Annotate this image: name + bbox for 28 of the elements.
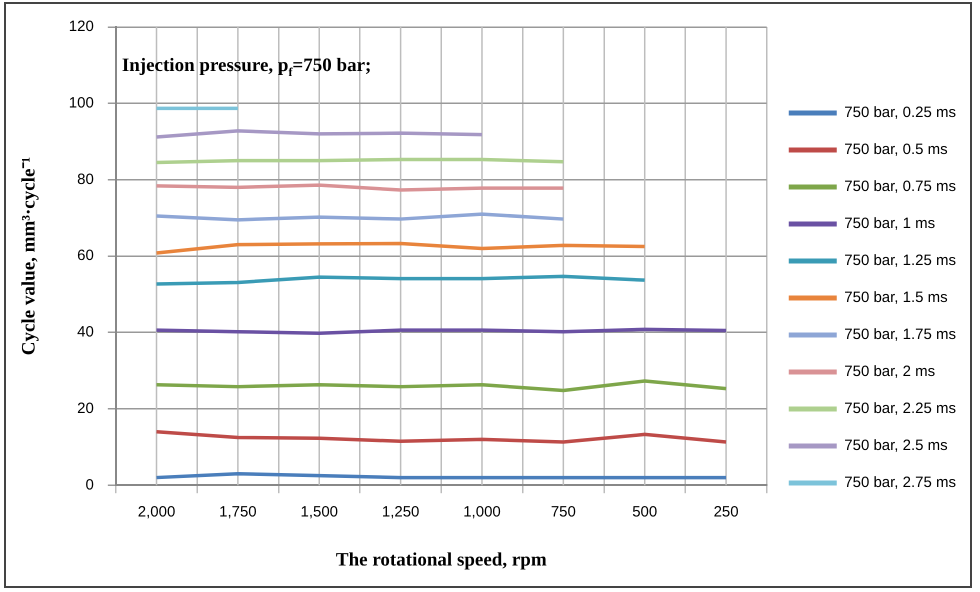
- legend-label: 750 bar, 1.75 ms: [844, 326, 956, 344]
- y-tick-label: 40: [77, 324, 94, 341]
- legend-label: 750 bar, 1.5 ms: [844, 289, 948, 306]
- legend-label: 750 bar, 0.5 ms: [844, 141, 948, 158]
- y-tick-label: 0: [85, 476, 94, 494]
- legend-label: 750 bar, 2.25 ms: [844, 400, 956, 418]
- y-tick-label: 60: [77, 247, 94, 264]
- legend-label: 750 bar, 2 ms: [844, 363, 936, 380]
- legend-label: 750 bar, 1.25 ms: [844, 252, 956, 270]
- x-tick-label: 1,250: [382, 503, 420, 520]
- x-tick-label: 2,000: [138, 503, 176, 520]
- x-tick-label: 500: [632, 503, 658, 520]
- y-axis-title: Cycle value, mm³·cycle⁻¹: [18, 156, 40, 356]
- legend-label: 750 bar, 0.25 ms: [844, 104, 956, 122]
- x-tick-label: 1,000: [463, 503, 501, 520]
- x-axis-title: The rotational speed, rpm: [336, 550, 547, 571]
- legend-label: 750 bar, 1 ms: [844, 215, 936, 232]
- y-tick-label: 120: [68, 18, 94, 36]
- y-tick-label: 100: [68, 94, 94, 112]
- legend-label: 750 bar, 2.75 ms: [844, 474, 956, 492]
- y-tick-label: 80: [77, 170, 94, 188]
- y-tick-label: 20: [77, 400, 94, 417]
- legend-label: 750 bar, 2.5 ms: [844, 437, 948, 454]
- legend-label: 750 bar, 0.75 ms: [844, 178, 956, 196]
- x-tick-label: 1,500: [300, 503, 338, 520]
- x-tick-label: 1,750: [219, 503, 257, 520]
- x-tick-label: 250: [714, 503, 739, 520]
- x-tick-label: 750: [550, 503, 576, 520]
